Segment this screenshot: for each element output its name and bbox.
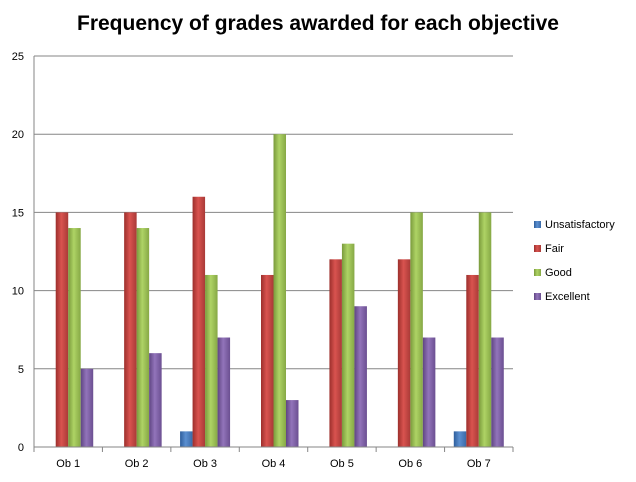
legend-swatch-unsatisfactory — [534, 221, 541, 228]
bar-good-ob-5 — [341, 243, 355, 447]
y-tick-label: 10 — [12, 286, 24, 298]
bar-good-ob-6 — [410, 212, 423, 447]
bar-good-ob-7 — [478, 212, 492, 447]
bar-excellent-ob-6 — [422, 337, 436, 447]
legend: Unsatisfactory Fair Good Excellent — [534, 219, 615, 303]
legend-swatch-fair — [534, 245, 541, 252]
bars — [55, 134, 504, 447]
x-tick-label: Ob 3 — [193, 458, 217, 470]
x-tick-label: Ob 1 — [56, 458, 80, 470]
x-tick-label: Ob 4 — [262, 458, 286, 470]
x-tick-label: Ob 2 — [125, 458, 149, 470]
bar-fair-ob-5 — [329, 259, 342, 447]
y-axis: 0 5 10 15 20 25 — [12, 51, 24, 454]
x-tick-label: Ob 7 — [467, 458, 491, 470]
y-tick-label: 15 — [12, 207, 24, 219]
bar-excellent-ob-4 — [286, 400, 299, 447]
legend-swatch-good — [534, 269, 541, 276]
bar-excellent-ob-5 — [354, 306, 367, 447]
bar-unsatisfactory-ob-3 — [180, 431, 193, 447]
legend-label-fair: Fair — [545, 243, 564, 255]
axes — [33, 56, 514, 452]
bar-unsatisfactory-ob-7 — [453, 431, 467, 447]
legend-label-good: Good — [545, 267, 572, 279]
bar-good-ob-2 — [136, 228, 150, 447]
bar-fair-ob-6 — [397, 259, 411, 447]
legend-label-excellent: Excellent — [545, 291, 590, 303]
y-tick-label: 25 — [12, 51, 24, 63]
bar-excellent-ob-7 — [491, 337, 504, 447]
bar-fair-ob-7 — [466, 274, 479, 447]
y-tick-label: 5 — [18, 364, 24, 376]
legend-swatch-excellent — [534, 293, 541, 300]
bar-fair-ob-3 — [192, 196, 206, 447]
legend-label-unsatisfactory: Unsatisfactory — [545, 219, 615, 231]
y-tick-label: 0 — [18, 442, 24, 454]
x-axis: Ob 1 Ob 2 Ob 3 Ob 4 Ob 5 Ob 6 Ob 7 — [56, 458, 490, 470]
x-tick-label: Ob 6 — [398, 458, 422, 470]
bar-excellent-ob-2 — [149, 353, 162, 447]
bar-fair-ob-1 — [55, 212, 69, 447]
x-tick-label: Ob 5 — [330, 458, 354, 470]
bar-fair-ob-4 — [261, 274, 274, 447]
bar-good-ob-1 — [68, 228, 81, 447]
bar-fair-ob-2 — [124, 212, 137, 447]
bar-excellent-ob-3 — [217, 337, 231, 447]
bar-excellent-ob-1 — [80, 368, 94, 447]
y-tick-label: 20 — [12, 129, 24, 141]
bar-good-ob-3 — [205, 274, 218, 447]
chart-title: Frequency of grades awarded for each obj… — [77, 12, 559, 35]
bar-good-ob-4 — [273, 134, 286, 447]
